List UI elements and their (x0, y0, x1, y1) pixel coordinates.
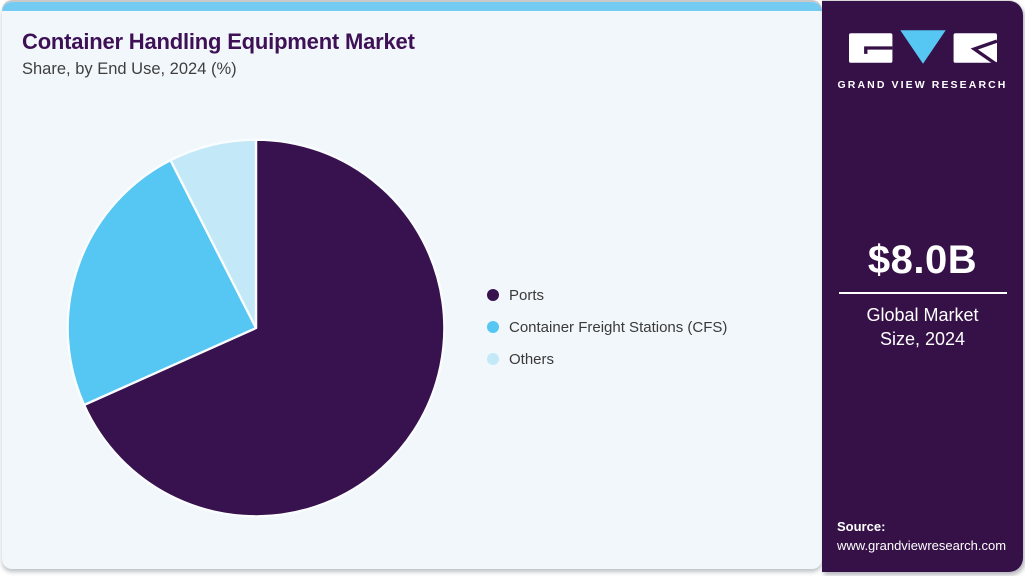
pie-slice-ports (82, 138, 446, 518)
legend-item-cfs: Container Freight Stations (CFS) (487, 311, 727, 343)
page-title: Container Handling Equipment Market (22, 29, 415, 54)
legend-item-ports: Ports (487, 279, 727, 311)
source-label: Source: (837, 519, 886, 535)
legend-label-others: Others (509, 350, 555, 368)
chart-card: Container Handling Equipment Market Shar… (2, 2, 822, 569)
pie-chart (65, 137, 447, 519)
legend-swatch-cfs (487, 321, 499, 333)
pie-slice-container-freight-stations-cfs (66, 159, 258, 407)
gvr-logo: GRAND VIEW RESEARCH (822, 28, 1023, 91)
stat-divider (838, 292, 1007, 294)
brand-name: GRAND VIEW RESEARCH (837, 79, 1008, 91)
source-block: Source: www.grandviewresearch.com (837, 518, 1006, 556)
chart-legend: Ports Container Freight Stations (CFS) O… (487, 279, 727, 375)
legend-label-cfs: Container Freight Stations (CFS) (509, 318, 728, 336)
pie-chart-svg (66, 138, 446, 518)
legend-label-ports: Ports (509, 286, 545, 304)
market-size-label: Global Market Size, 2024 (866, 305, 979, 349)
legend-swatch-ports (487, 289, 499, 301)
legend-item-others: Others (487, 343, 727, 375)
brand-sidebar: GRAND VIEW RESEARCH $8.0B Global Market … (822, 1, 1023, 572)
market-size-stat: $8.0B Global Market Size, 2024 (822, 238, 1023, 352)
page-subtitle: Share, by End Use, 2024 (%) (22, 59, 237, 78)
top-accent-bar (2, 2, 822, 11)
source-url[interactable]: www.grandviewresearch.com (837, 538, 1007, 554)
market-size-value: $8.0B (867, 238, 978, 282)
gvr-logo-icon (848, 30, 997, 67)
legend-swatch-others (487, 353, 499, 365)
pie-slice-others (169, 138, 258, 330)
chart-header: Container Handling Equipment Market Shar… (2, 11, 822, 79)
